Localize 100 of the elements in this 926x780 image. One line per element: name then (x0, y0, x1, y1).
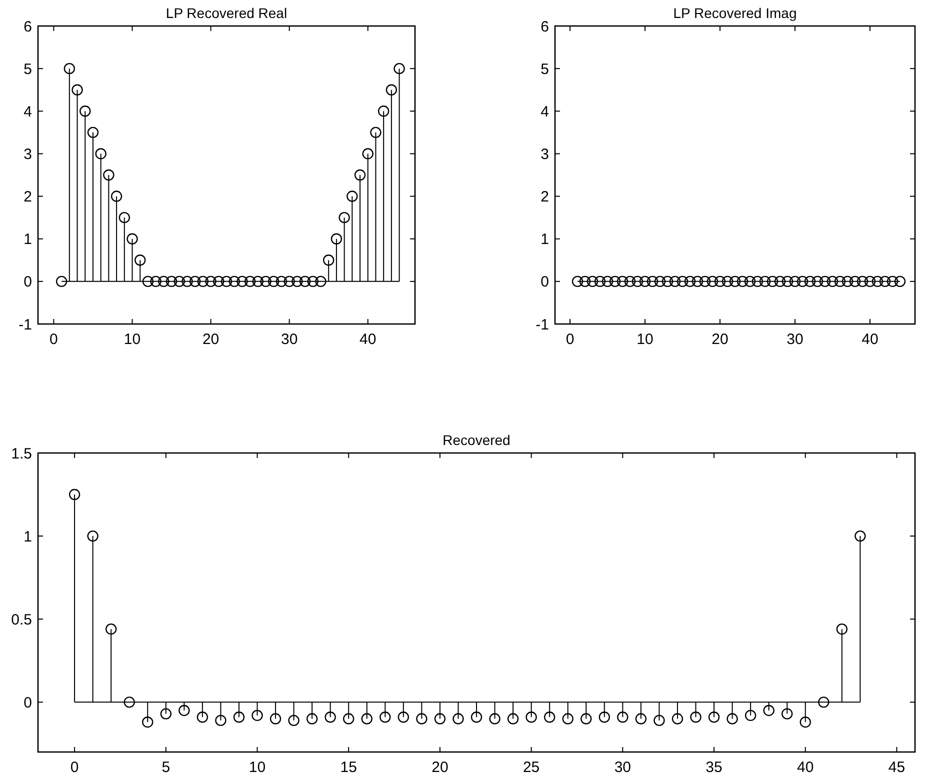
point (252, 710, 263, 722)
point (80, 106, 91, 117)
point (306, 713, 318, 724)
point (380, 712, 391, 723)
point (110, 190, 122, 202)
x-tick-label: 5 (162, 759, 170, 776)
y-tick-label: 5 (24, 60, 32, 78)
point (236, 276, 248, 288)
point (489, 713, 500, 724)
point (580, 713, 592, 724)
point (370, 126, 382, 138)
y-tick-label: 3 (24, 146, 32, 163)
point (378, 106, 390, 117)
point (233, 712, 245, 723)
point (654, 714, 665, 726)
point (288, 714, 300, 726)
point (134, 254, 146, 266)
point (174, 276, 185, 288)
point (726, 713, 738, 724)
point (782, 708, 793, 720)
y-tick-label: 2 (24, 188, 32, 206)
point (507, 713, 519, 724)
x-tick-label: 30 (280, 331, 298, 348)
x-tick-label: 25 (522, 759, 540, 776)
chart-title: LP Recovered Real (166, 5, 288, 21)
point (87, 530, 98, 542)
point (103, 169, 114, 181)
point (470, 712, 482, 723)
point (126, 233, 138, 244)
point (362, 148, 374, 160)
y-tick-label: 2 (540, 188, 549, 206)
x-tick-label: 10 (636, 331, 654, 348)
x-tick-label: 20 (432, 759, 448, 776)
x-tick-label: 15 (340, 759, 357, 776)
point (228, 276, 240, 288)
y-tick-label: 1 (24, 528, 32, 546)
x-tick-label: 40 (862, 331, 878, 348)
point (158, 276, 170, 288)
point (182, 276, 193, 288)
point (196, 712, 208, 723)
point (299, 276, 311, 288)
point (434, 713, 446, 724)
y-tick-label: 0 (24, 694, 32, 712)
point (105, 623, 117, 635)
point (160, 708, 172, 720)
x-tick-label: 20 (202, 331, 220, 348)
point (617, 712, 628, 723)
point (708, 712, 720, 723)
point (324, 712, 336, 723)
point (763, 704, 774, 716)
y-tick-label: 4 (24, 103, 32, 120)
x-tick-label: 30 (786, 331, 804, 348)
point (836, 623, 848, 635)
y-tick-label: -1 (536, 316, 549, 334)
point (672, 713, 684, 724)
point (800, 716, 811, 728)
chart-title: Recovered (442, 432, 510, 448)
point (220, 276, 232, 288)
x-tick-label: 35 (706, 759, 722, 776)
point (72, 84, 83, 96)
x-tick-label: 20 (712, 331, 728, 348)
point (562, 713, 574, 724)
point (338, 212, 350, 224)
point (142, 276, 154, 288)
y-tick-label: 0 (540, 274, 549, 291)
point (213, 276, 224, 288)
point (526, 712, 537, 723)
point (197, 276, 209, 288)
point (124, 696, 135, 708)
point (635, 713, 647, 724)
point (142, 716, 154, 728)
point (178, 704, 190, 716)
point (205, 276, 216, 288)
point (690, 712, 702, 723)
point (330, 233, 342, 244)
point (276, 276, 288, 288)
point (544, 712, 556, 723)
point (307, 276, 318, 288)
y-tick-label: 1 (24, 231, 32, 248)
point (252, 276, 264, 288)
point (386, 84, 398, 96)
point (244, 276, 256, 288)
point (416, 713, 428, 724)
point (270, 713, 282, 724)
point (284, 276, 295, 288)
point (598, 712, 610, 723)
x-tick-label: 10 (124, 331, 141, 348)
x-tick-label: 40 (360, 331, 376, 348)
point (64, 62, 76, 74)
point (189, 276, 201, 288)
point (87, 126, 99, 138)
y-tick-label: -1 (18, 316, 32, 334)
point (268, 276, 280, 288)
point (215, 714, 226, 726)
point (343, 713, 354, 724)
point (346, 190, 358, 202)
point (452, 713, 464, 724)
y-tick-label: 6 (540, 18, 549, 36)
x-tick-label: 45 (888, 759, 906, 776)
y-tick-label: 0 (24, 274, 32, 291)
